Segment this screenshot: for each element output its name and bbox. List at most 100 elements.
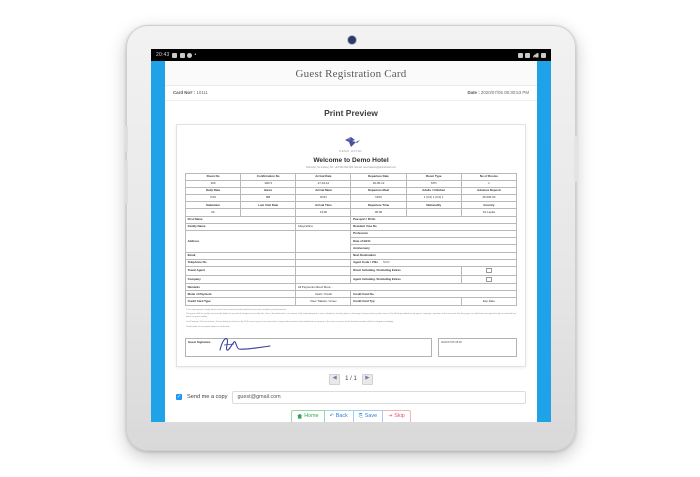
- td-departure-date: 30-05-12: [350, 179, 407, 188]
- field-profession-label: Profession: [350, 229, 517, 239]
- agent-extras-checkbox[interactable]: [486, 276, 492, 282]
- hotel-logo-caption: DEMO HOTEL: [339, 149, 363, 153]
- welcome-heading: Welcome to Demo Hotel: [313, 156, 389, 164]
- field-travel-agent-value: [295, 265, 352, 276]
- th-departure-date: Departure Date: [350, 172, 407, 181]
- date-value: 2020/07/05 08:30:53 PM: [480, 90, 529, 95]
- th-departure-meal: Departure Meal: [350, 186, 407, 196]
- next-page-button[interactable]: ▶: [361, 373, 373, 385]
- signal-icon: [525, 52, 530, 58]
- th-salutation: Salutation: [184, 201, 242, 210]
- table-row: Address Profession: [184, 229, 517, 253]
- th-arrival-date: Arrival Date: [295, 172, 352, 181]
- field-dob-label: Date of Birth: [350, 237, 517, 246]
- app-content-sheet: Guest Registration Card Card No# : 10111…: [165, 61, 537, 422]
- terms-line-1: I, the undersigned, hereby declare that …: [186, 308, 287, 311]
- field-family-name-label: Family Name: [184, 222, 297, 232]
- send-copy-row: ✓ Send me a copy guest@gmail.com: [176, 390, 526, 404]
- table-row: Travel Agent Direct Including / Excludin…: [184, 265, 518, 276]
- android-status-bar: 20:43 •: [151, 49, 551, 61]
- field-anniversary-label: Anniversary: [350, 244, 517, 253]
- back-arrow-icon: ↶: [329, 412, 334, 419]
- field-payment-mode-value: Cash / Credit: [295, 290, 352, 299]
- agent-code-value: NON: [383, 260, 390, 265]
- registration-table: Room No Confirmation No Arrival Date Dep…: [184, 172, 518, 306]
- tablet-screen: 20:43 • Guest Registration Card Card No#…: [151, 49, 551, 422]
- front-camera: [347, 35, 357, 45]
- signature-row: Guest Signature 2020/07/05 08:30: [185, 337, 517, 357]
- field-agent-extras-label: Agent Including / Excluding Extras: [350, 274, 462, 285]
- send-copy-label: Send me a copy: [187, 394, 228, 401]
- th-arrival-meal: Arrival Meal: [295, 186, 352, 196]
- print-preview-heading: Print Preview: [324, 108, 378, 118]
- guest-signature-box[interactable]: Guest Signature: [185, 337, 432, 357]
- action-buttons: Home ↶ Back ⎘ Save ⇥ Skip: [165, 409, 537, 422]
- td-nationality: [405, 208, 462, 217]
- page-indicator: 1 / 1: [345, 376, 357, 383]
- table-row: Email Next Destination: [184, 251, 517, 260]
- volume-button[interactable]: [125, 160, 128, 204]
- th-advance-deposit: Advance Deposit: [460, 186, 518, 196]
- save-button[interactable]: ⎘ Save: [353, 409, 384, 422]
- field-credit-card-no-label: Credit Card No.: [350, 290, 517, 299]
- field-agent-code-label: Agent Code / V.No NON: [350, 258, 517, 267]
- td-confirmation-no: 10071: [240, 179, 297, 188]
- field-remarks-value: All Payments Direct More...: [295, 283, 517, 292]
- th-last-visit-date: Last Visit Date: [240, 201, 297, 210]
- agent-code-text: Agent Code / V.No: [353, 260, 379, 265]
- table-row: Salutation Last Visit Date Arrival Time …: [184, 201, 518, 210]
- status-time: 20:43: [156, 52, 170, 58]
- settings-notification-icon: [187, 52, 193, 58]
- card-meta-row: Card No# : 10111 Date : 2020/07/05 08:30…: [165, 86, 537, 101]
- wifi-icon: [517, 52, 523, 58]
- email-input[interactable]: guest@gmail.com: [232, 390, 526, 404]
- field-first-name-label: First Name: [184, 215, 297, 224]
- th-basis: Basis: [240, 186, 297, 196]
- field-address-label: Address: [184, 230, 297, 253]
- td-departure-time: 05:00: [350, 208, 407, 217]
- home-button-label: Home: [304, 413, 319, 420]
- td-advance-deposit: 25,000.00: [460, 194, 518, 203]
- table-row: 306 10071 27-04-12 30-05-12 STD 1: [184, 179, 518, 188]
- th-room-no: Room No: [184, 172, 242, 181]
- field-passport-label: Passport / ID No: [350, 215, 517, 224]
- power-button[interactable]: [574, 136, 577, 182]
- prev-page-button[interactable]: ◀: [329, 373, 341, 385]
- field-next-destination-label: Next Destination: [350, 251, 517, 260]
- table-row: Room No Confirmation No Arrival Date Dep…: [184, 172, 518, 181]
- td-adults-children: 1 (0.0) 1 (0.0) 1: [405, 194, 462, 203]
- send-copy-checkbox[interactable]: ✓: [176, 393, 182, 401]
- th-confirmation-no: Confirmation No: [240, 172, 297, 181]
- td-no-of-rooms: 1: [460, 179, 518, 188]
- table-row: First Name Passport / ID No: [184, 215, 517, 224]
- th-no-of-rooms: No of Rooms: [460, 172, 518, 181]
- table-row: Company Agent Including / Excluding Extr…: [184, 274, 518, 285]
- th-departure-time: Departure Time: [350, 201, 407, 210]
- more-notifications-icon: •: [194, 52, 197, 58]
- th-country: Country: [460, 201, 518, 210]
- skip-button-label: Skip: [394, 413, 405, 420]
- th-adults-children: Adults / Children: [405, 186, 462, 196]
- battery-icon: [541, 52, 546, 58]
- td-arrival-date: 27-04-12: [295, 179, 352, 188]
- field-company-label: Company: [184, 274, 297, 285]
- td-arrival-meal: NON: [295, 194, 352, 203]
- field-exp-date-label: Exp Date: [460, 297, 518, 306]
- th-arrival-time: Arrival Time: [295, 201, 352, 210]
- skip-button[interactable]: ⇥ Skip: [383, 409, 411, 422]
- page-title: Guest Registration Card: [165, 61, 537, 86]
- table-row: Remarks All Payments Direct More...: [184, 283, 517, 292]
- home-button[interactable]: Home: [291, 409, 325, 422]
- back-button[interactable]: ↶ Back: [324, 409, 354, 422]
- table-row: Credit Card Type Visa / Master / Amex Cr…: [184, 297, 518, 306]
- field-telephone-value: [295, 258, 352, 267]
- direct-extras-checkbox[interactable]: [486, 268, 492, 274]
- card-no-label: Card No# :: [173, 90, 196, 95]
- table-row: 0.00 BB NON NON 1 (0.0) 1 (0.0) 1 25,000…: [184, 194, 518, 203]
- field-company-value: [295, 274, 352, 285]
- field-email-value: [295, 251, 352, 260]
- td-country: Sri Lanka: [460, 208, 518, 217]
- field-travel-agent-label: Travel Agent: [184, 265, 297, 276]
- th-daily-rate: Daily Rate: [184, 186, 242, 196]
- save-button-label: Save: [364, 413, 378, 420]
